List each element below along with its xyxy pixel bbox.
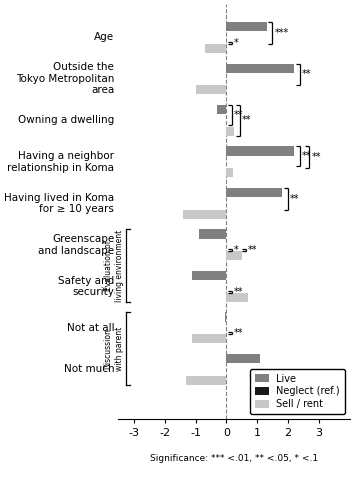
Bar: [227, 188, 282, 197]
Text: **: **: [248, 245, 257, 255]
Bar: [199, 230, 227, 238]
Bar: [227, 126, 234, 136]
Text: **: **: [234, 110, 244, 120]
Text: Significance: *** <.01, ** <.05, * <.1: Significance: *** <.01, ** <.05, * <.1: [150, 454, 318, 464]
Text: *: *: [234, 38, 239, 48]
Text: **: **: [234, 328, 244, 338]
Bar: [193, 334, 227, 343]
Text: **: **: [311, 152, 321, 162]
Text: **: **: [290, 194, 299, 204]
Bar: [205, 44, 227, 52]
Text: ***: ***: [274, 28, 289, 38]
Bar: [195, 85, 227, 94]
Bar: [227, 292, 248, 302]
Bar: [225, 312, 227, 322]
Bar: [183, 210, 227, 218]
Bar: [227, 146, 294, 156]
Text: Discussion
with parent: Discussion with parent: [104, 326, 124, 370]
Bar: [227, 251, 242, 260]
Bar: [193, 271, 227, 280]
Bar: [227, 354, 261, 363]
Legend: Live, Neglect (ref.), Sell / rent: Live, Neglect (ref.), Sell / rent: [250, 368, 345, 414]
Bar: [227, 168, 233, 177]
Text: **: **: [242, 116, 251, 126]
Text: *: *: [234, 245, 239, 255]
Text: Evaluation of
living environment: Evaluation of living environment: [104, 230, 124, 302]
Text: **: **: [302, 70, 312, 80]
Bar: [227, 64, 294, 72]
Text: **: **: [302, 152, 312, 162]
Text: **: **: [234, 286, 244, 296]
Bar: [227, 22, 267, 31]
Bar: [186, 376, 227, 384]
Bar: [217, 105, 227, 114]
